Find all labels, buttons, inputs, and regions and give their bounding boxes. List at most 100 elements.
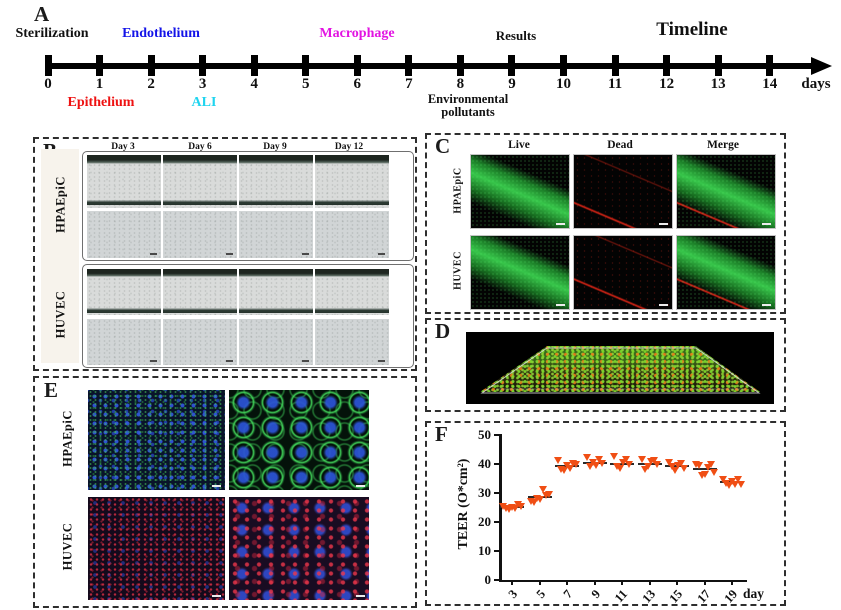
teer-data-point (677, 460, 685, 468)
timeline-phase-label: Macrophage (319, 26, 395, 41)
teer-x-tick (703, 580, 706, 585)
teer-y-tick-label: 40 (478, 455, 491, 471)
teer-y-axis-label: TEER (O*cm²) (456, 458, 471, 550)
panel-b: B Day 3 Day 6 Day 9 Day 12 HPAEpiC HUVEC (33, 137, 417, 371)
teer-y-tick-label: 10 (478, 542, 491, 558)
teer-data-point (591, 461, 600, 469)
timeline-tick (44, 55, 52, 76)
timeline-day-number: 12 (659, 76, 675, 92)
fluorescence-image-dead (573, 235, 673, 310)
microscopy-image (239, 319, 313, 365)
panel-e-row-label: HPAEpiC (60, 410, 75, 467)
teer-x-tick-label: 19 (721, 586, 741, 606)
panel-c-row-label: HPAEpiC (452, 167, 464, 214)
timeline-tick (147, 55, 155, 76)
microscopy-image (315, 319, 389, 365)
scale-bar (378, 253, 385, 255)
microscopy-image (239, 211, 313, 258)
teer-x-tick (731, 580, 733, 585)
timeline-tick (663, 55, 671, 76)
teer-x-tick-label: 9 (588, 586, 603, 602)
timeline-phase-label: ALI (191, 95, 217, 110)
timeline-phase-label: Environmental pollutants (427, 92, 509, 120)
timeline-day-number: 2 (147, 76, 155, 92)
scale-bar (356, 595, 365, 597)
timeline-units-label: days (801, 76, 831, 92)
fluorescence-image-merge (676, 154, 776, 229)
panel-d-label: D (435, 319, 451, 343)
panel-a-timeline: A days 0 1 2 3 4 5 6 7 8 9 10 11 12 13 14 Sterilization… (0, 0, 841, 133)
teer-plot: TEER (O*cm²) day 0 10 20 30 40 50 3 5 7 9 11 13 15 17… (456, 427, 764, 606)
scale-bar (378, 360, 385, 362)
scale-bar (556, 304, 565, 306)
panel-c-col-header: Live (508, 139, 530, 151)
timeline-tick (508, 55, 516, 76)
teer-data-point (535, 496, 544, 504)
timeline-axis (45, 63, 815, 69)
teer-data-point (706, 460, 715, 468)
panel-f: F TEER (O*cm²) day 0 10 20 30 40 50 3 5 7 9 11 13 15… (425, 421, 786, 606)
fluorescence-image-live (470, 154, 570, 229)
microscopy-image (163, 155, 237, 208)
panel-c-col-header: Merge (707, 139, 739, 151)
teer-x-tick-label: 11 (611, 586, 631, 606)
fluorescence-image (229, 497, 369, 600)
wireframe-box-icon (480, 347, 761, 394)
teer-data-point (610, 452, 618, 460)
microscopy-image (163, 211, 237, 258)
fluorescence-image-merge (676, 235, 776, 310)
timeline-day-number: 4 (250, 76, 258, 92)
microscopy-image (315, 269, 389, 315)
scale-bar (659, 223, 668, 225)
microscopy-image (87, 319, 161, 365)
teer-data-point (529, 499, 538, 507)
teer-x-tick (511, 580, 513, 585)
panel-c-col-header: Dead (607, 139, 633, 151)
microscopy-image (87, 269, 161, 315)
teer-y-tick (494, 520, 499, 523)
timeline-day-number: 13 (710, 76, 726, 92)
panel-b-col-header: Day 3 (111, 142, 135, 152)
microscopy-image (163, 269, 237, 315)
scale-bar (302, 253, 309, 255)
teer-x-tick-label: 15 (666, 586, 686, 606)
teer-y-tick (494, 491, 499, 494)
panel-c-label: C (435, 134, 451, 158)
teer-data-point (665, 458, 673, 466)
teer-data-point (643, 462, 652, 470)
scale-bar (212, 595, 221, 597)
timeline-tick (199, 55, 207, 76)
microscopy-image (163, 319, 237, 365)
panel-c: C Live Dead Merge HPAEpiC HUVEC (425, 133, 786, 314)
teer-y-tick-label: 0 (484, 571, 492, 587)
teer-data-point (709, 469, 718, 477)
teer-data-point (538, 486, 547, 494)
timeline-day-number: 8 (456, 76, 465, 92)
confocal-3d-image (466, 332, 774, 404)
teer-data-point (700, 470, 709, 478)
teer-data-point (594, 456, 603, 464)
timeline-phase-label: Results (495, 28, 537, 43)
scale-bar (150, 360, 157, 362)
panel-b-col-header: Day 6 (188, 142, 212, 152)
scale-bar (762, 223, 771, 225)
scale-bar (378, 310, 385, 312)
teer-x-unit-label: day (743, 586, 765, 601)
teer-y-tick (494, 433, 499, 436)
teer-x-tick-label: 3 (505, 586, 521, 602)
fluorescence-image (88, 390, 225, 490)
scale-bar (356, 485, 365, 487)
scale-bar (302, 310, 309, 312)
teer-data-point (649, 457, 658, 465)
timeline-tick (456, 55, 464, 76)
microscopy-image (239, 269, 313, 315)
timeline-tick (353, 55, 361, 76)
teer-data-point (572, 461, 580, 469)
panel-b-label-strip (41, 149, 79, 363)
teer-data-point (625, 460, 633, 468)
timeline-tick (766, 55, 774, 76)
timeline-tick (560, 55, 567, 76)
scale-bar (150, 253, 157, 255)
teer-data-point (652, 461, 661, 469)
